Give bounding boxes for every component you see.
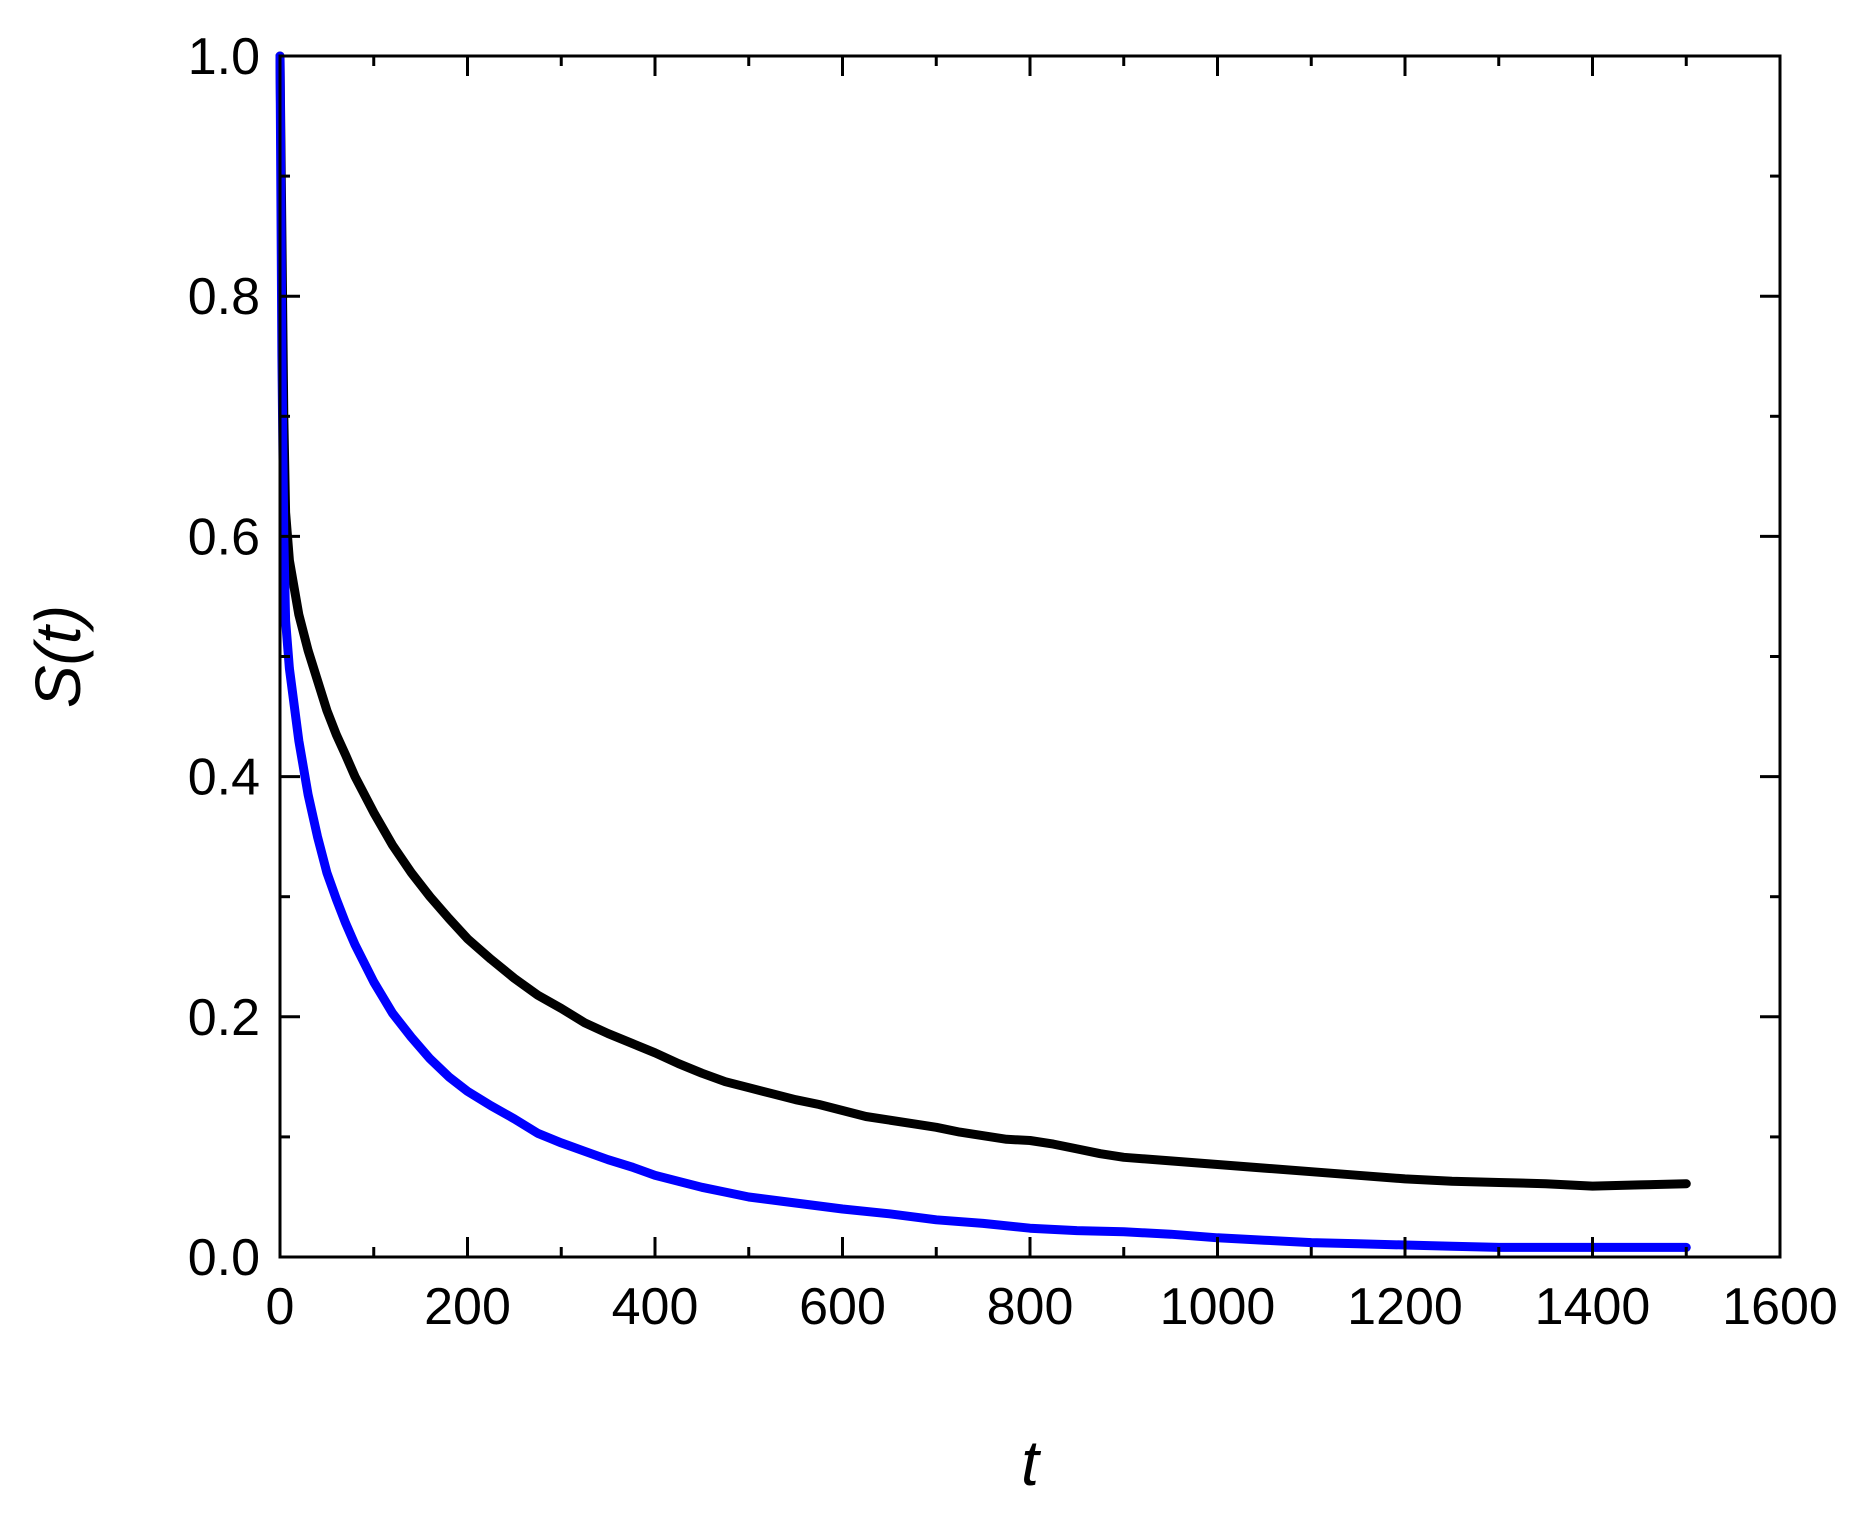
- x-axis-title: t: [1021, 1427, 1041, 1499]
- y-tick-label: 0.6: [188, 508, 260, 566]
- y-tick-label: 0.4: [188, 749, 260, 807]
- x-tick-label: 200: [424, 1278, 511, 1336]
- x-tick-label: 400: [612, 1278, 699, 1336]
- tick-layer: 0 200 400 600 800 1000 1200 1400 1600 0.0 0.2 0.4 0.…: [188, 28, 1838, 1336]
- y-tick-label: 0.0: [188, 1229, 260, 1287]
- x-tick-label: 1600: [1722, 1278, 1838, 1336]
- x-tick-label: 600: [799, 1278, 886, 1336]
- y-tick-label: 1.0: [188, 28, 260, 86]
- plot-frame: [278, 54, 1782, 1259]
- x-tick-label: 1200: [1347, 1278, 1463, 1336]
- series-line-black: [275, 51, 1691, 1191]
- series-line-blue: [275, 51, 1691, 1252]
- x-tick-label: 1000: [1160, 1278, 1276, 1336]
- x-tick-label: 1400: [1535, 1278, 1651, 1336]
- x-tick-label: 800: [987, 1278, 1074, 1336]
- y-tick-label: 0.2: [188, 989, 260, 1047]
- x-tick-label: 0: [266, 1278, 295, 1336]
- y-axis-title: S(t): [22, 605, 94, 708]
- plot-layer: [275, 51, 1691, 1252]
- y-tick-label: 0.8: [188, 268, 260, 326]
